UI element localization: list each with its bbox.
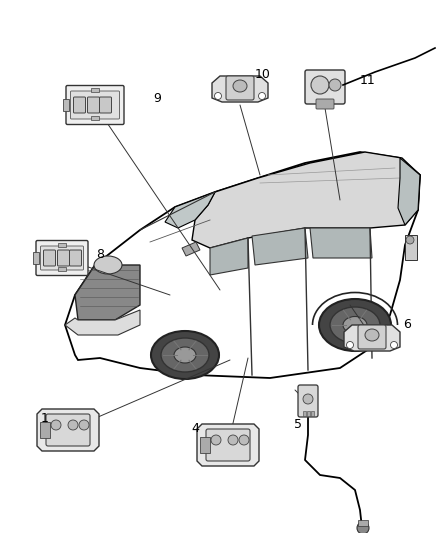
Polygon shape xyxy=(65,310,140,335)
Ellipse shape xyxy=(151,331,219,379)
Text: 6: 6 xyxy=(403,319,411,332)
Circle shape xyxy=(258,93,265,100)
Polygon shape xyxy=(37,409,99,451)
Text: 5: 5 xyxy=(294,418,302,432)
Polygon shape xyxy=(192,152,420,248)
Ellipse shape xyxy=(311,76,329,94)
Ellipse shape xyxy=(319,299,391,351)
FancyBboxPatch shape xyxy=(46,414,90,446)
FancyBboxPatch shape xyxy=(66,85,124,125)
FancyBboxPatch shape xyxy=(226,76,254,100)
Text: 8: 8 xyxy=(96,248,104,262)
FancyBboxPatch shape xyxy=(71,91,120,119)
Ellipse shape xyxy=(239,435,249,445)
Ellipse shape xyxy=(79,420,89,430)
Polygon shape xyxy=(65,152,420,378)
Polygon shape xyxy=(165,192,215,228)
Bar xyxy=(40,422,50,438)
Ellipse shape xyxy=(51,420,61,430)
FancyBboxPatch shape xyxy=(305,70,345,104)
Polygon shape xyxy=(398,158,420,225)
Ellipse shape xyxy=(329,79,341,91)
Bar xyxy=(200,437,210,453)
Bar xyxy=(311,411,314,416)
FancyBboxPatch shape xyxy=(57,250,70,266)
Text: 11: 11 xyxy=(360,74,376,86)
FancyBboxPatch shape xyxy=(70,250,81,266)
Circle shape xyxy=(391,342,398,349)
Ellipse shape xyxy=(161,338,209,372)
Text: 4: 4 xyxy=(191,422,199,434)
Circle shape xyxy=(357,522,369,533)
Ellipse shape xyxy=(365,329,379,341)
FancyBboxPatch shape xyxy=(40,246,84,270)
FancyBboxPatch shape xyxy=(316,99,334,109)
Polygon shape xyxy=(75,265,140,320)
Ellipse shape xyxy=(330,307,380,343)
Polygon shape xyxy=(210,238,248,275)
Circle shape xyxy=(215,93,222,100)
Bar xyxy=(58,267,66,271)
Ellipse shape xyxy=(233,80,247,92)
FancyBboxPatch shape xyxy=(36,240,88,276)
Ellipse shape xyxy=(174,347,196,363)
Polygon shape xyxy=(252,228,308,265)
FancyBboxPatch shape xyxy=(206,429,250,461)
Ellipse shape xyxy=(303,394,313,404)
Ellipse shape xyxy=(228,435,238,445)
Polygon shape xyxy=(182,242,200,256)
Bar xyxy=(91,88,99,92)
Polygon shape xyxy=(212,76,268,102)
Bar xyxy=(91,116,99,120)
Text: 1: 1 xyxy=(41,411,49,424)
FancyBboxPatch shape xyxy=(43,250,56,266)
FancyBboxPatch shape xyxy=(99,97,112,113)
Ellipse shape xyxy=(94,256,122,274)
Ellipse shape xyxy=(68,420,78,430)
FancyBboxPatch shape xyxy=(298,385,318,417)
FancyBboxPatch shape xyxy=(88,97,99,113)
Bar xyxy=(63,99,68,111)
FancyBboxPatch shape xyxy=(74,97,85,113)
Bar xyxy=(405,235,417,260)
Bar xyxy=(307,411,310,416)
Ellipse shape xyxy=(343,317,367,334)
Polygon shape xyxy=(310,228,372,258)
Bar xyxy=(58,243,66,247)
Bar xyxy=(32,252,39,264)
Bar xyxy=(358,520,368,526)
FancyBboxPatch shape xyxy=(358,325,386,349)
Bar xyxy=(303,411,305,416)
Polygon shape xyxy=(344,325,400,351)
Circle shape xyxy=(406,236,414,244)
Circle shape xyxy=(346,342,353,349)
Text: 10: 10 xyxy=(255,68,271,80)
Polygon shape xyxy=(197,424,259,466)
Ellipse shape xyxy=(211,435,221,445)
Text: 9: 9 xyxy=(153,92,161,104)
